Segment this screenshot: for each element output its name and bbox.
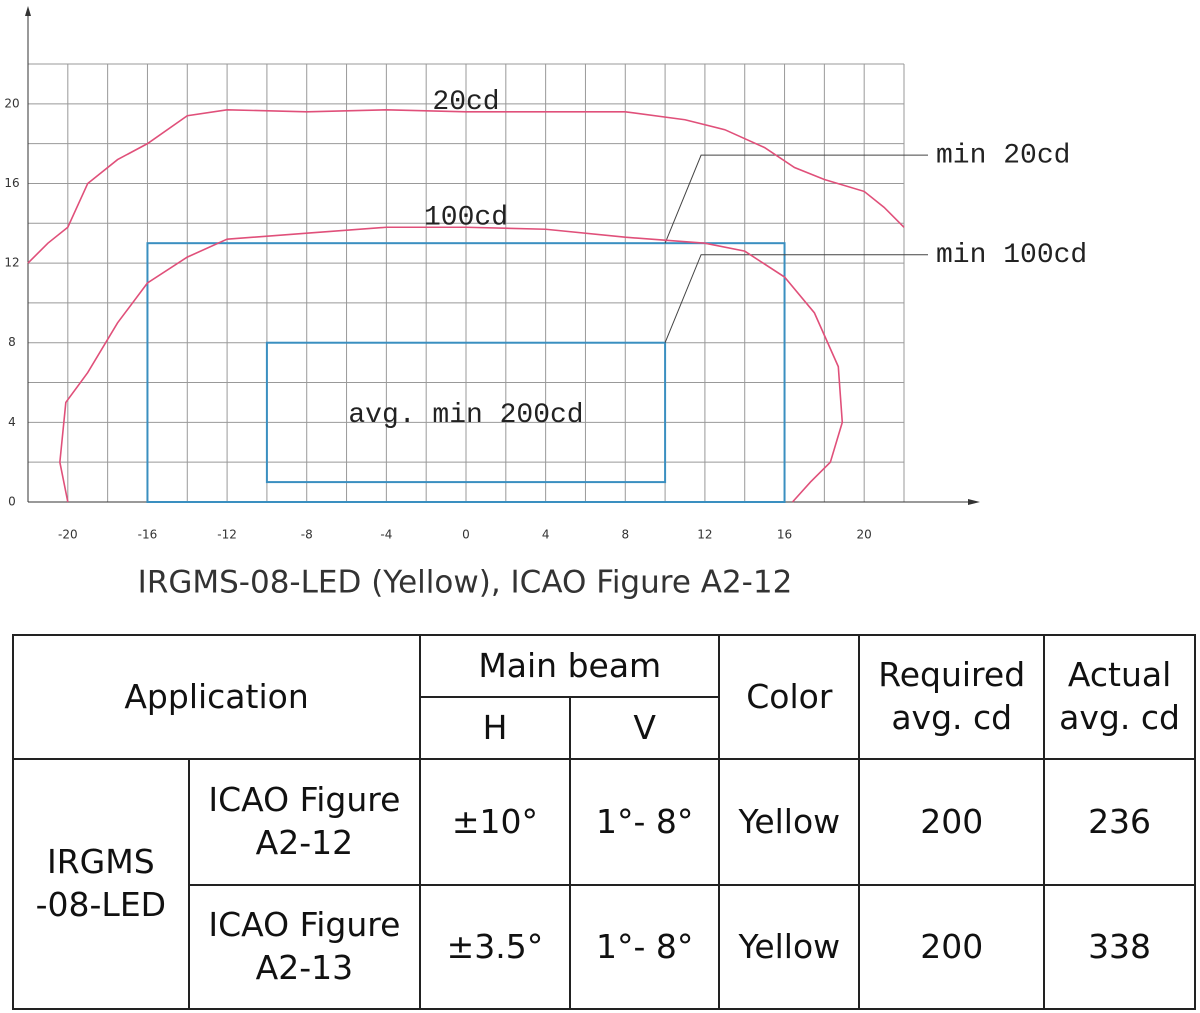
- cell: 1°- 8°: [568, 884, 721, 1010]
- x-tick-label: 4: [542, 528, 550, 542]
- x-tick-label: 16: [777, 528, 792, 542]
- cell: 1°- 8°: [568, 758, 721, 886]
- group-cell: IRGMS -08-LED: [12, 758, 190, 1010]
- header-cell: Color: [718, 634, 861, 760]
- cell: 338: [1043, 884, 1196, 1010]
- x-tick-label: -20: [58, 528, 78, 542]
- y-tick-label: 4: [8, 415, 16, 429]
- region-label: min 100cd: [936, 240, 1087, 271]
- header-cell: Main beam: [419, 634, 721, 698]
- region-label: min 20cd: [936, 141, 1070, 172]
- x-tick-label: 20: [857, 528, 872, 542]
- subheader-cell: V: [568, 696, 721, 760]
- header-cell: Actual avg. cd: [1043, 634, 1196, 760]
- y-tick-label: 8: [8, 335, 16, 349]
- header-cell: Required avg. cd: [858, 634, 1046, 760]
- region: [146, 242, 786, 503]
- curve: [59, 226, 844, 503]
- cell: ICAO Figure A2-13: [187, 884, 422, 1010]
- y-tick-label: 0: [8, 495, 16, 509]
- header-cell: Application: [11, 634, 422, 760]
- x-tick-label: -16: [138, 528, 158, 542]
- table: Application Main beam Color Required avg…: [11, 634, 1196, 1010]
- x-tick-label: -8: [301, 528, 313, 542]
- cell: ±10°: [419, 758, 571, 886]
- subheader-cell: H: [419, 696, 571, 760]
- cell: Yellow: [718, 758, 861, 886]
- cell: ICAO Figure A2-12: [187, 758, 422, 886]
- chart: IRGMS-08-LED (Yellow), ICAO Figure A2-12…: [4, 6, 1087, 601]
- x-tick-label: -4: [380, 528, 392, 542]
- curve-label: 20cd: [432, 87, 499, 118]
- x-tick-label: 8: [621, 528, 629, 542]
- curve: [27, 108, 905, 264]
- region: [265, 341, 667, 484]
- curve-label: 100cd: [424, 203, 508, 234]
- y-tick-label: 16: [4, 176, 19, 190]
- cell: ±3.5°: [419, 884, 571, 1010]
- x-tick-label: 0: [462, 528, 470, 542]
- cell: Yellow: [718, 884, 861, 1010]
- leader-line: [664, 254, 928, 343]
- leader-line: [664, 154, 928, 244]
- y-tick-label: 20: [4, 96, 19, 110]
- y-tick-label: 12: [4, 256, 19, 270]
- x-arrow: [968, 499, 980, 505]
- y-arrow: [25, 6, 31, 16]
- x-tick-label: 12: [697, 528, 712, 542]
- annotation: avg. min 200cd: [348, 400, 583, 431]
- cell: 200: [858, 884, 1046, 1010]
- x-tick-label: -12: [217, 528, 237, 542]
- caption: IRGMS-08-LED (Yellow), ICAO Figure A2-12: [138, 565, 793, 601]
- cell: 200: [858, 758, 1046, 886]
- cell: 236: [1043, 758, 1196, 886]
